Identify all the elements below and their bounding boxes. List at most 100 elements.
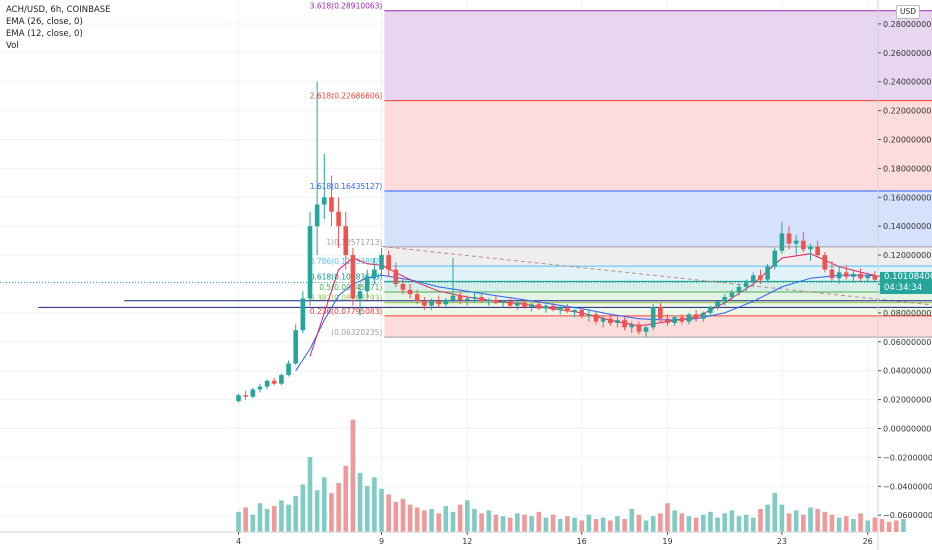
candle-body xyxy=(565,307,570,312)
fib-level-label: 0.236(0.07795083) xyxy=(310,307,383,316)
volume-bar xyxy=(279,500,284,532)
volume-bar xyxy=(529,516,534,532)
candle-body xyxy=(479,297,484,302)
volume-bar xyxy=(536,511,542,532)
volume-bar xyxy=(522,514,527,532)
candle-body xyxy=(829,269,835,279)
fib-zone xyxy=(384,281,932,293)
candle-body xyxy=(450,295,456,300)
candle-body xyxy=(472,297,477,299)
candle-body xyxy=(264,380,270,387)
volume-bar xyxy=(286,504,291,532)
candle-body xyxy=(329,197,334,212)
volume-bar xyxy=(894,520,899,532)
candle-body xyxy=(822,255,828,270)
candle-body xyxy=(400,284,406,290)
candle-body xyxy=(851,273,856,277)
candle-body xyxy=(536,304,542,309)
volume-bar xyxy=(364,485,370,532)
currency-badge[interactable]: USD xyxy=(896,5,920,19)
y-tick-label: 0.16000000 xyxy=(883,193,931,202)
volume-bar xyxy=(886,521,892,532)
y-tick-label: 0.06000000 xyxy=(883,338,931,347)
volume-bar xyxy=(472,508,477,532)
candle-body xyxy=(250,389,256,397)
volume-bar xyxy=(722,513,727,532)
y-tick-label: 0.14000000 xyxy=(883,222,931,231)
fib-zone xyxy=(384,191,932,247)
volume-bar xyxy=(801,514,806,532)
candle-body xyxy=(608,318,613,324)
candle-body xyxy=(443,299,449,305)
volume-bar xyxy=(865,520,870,532)
volume-bar xyxy=(708,511,713,532)
candle-body xyxy=(708,307,713,313)
candle-body xyxy=(257,386,263,390)
candle-body xyxy=(422,301,427,306)
volume-bar xyxy=(486,510,492,532)
candle-body xyxy=(679,317,685,322)
candle-body xyxy=(743,282,749,287)
candle-body xyxy=(793,240,799,244)
volume-bar xyxy=(658,513,663,532)
volume-bar xyxy=(901,519,906,532)
volume-bar xyxy=(293,496,298,532)
volume-bar xyxy=(586,514,592,532)
fib-level-label: 2.618(0.22686606) xyxy=(310,92,383,101)
volume-bar xyxy=(400,498,406,532)
ema12-legend[interactable]: EMA (12, close, 0) xyxy=(6,29,83,39)
candle-body xyxy=(622,320,627,328)
volume-bar xyxy=(593,519,599,532)
y-tick-label: 0.18000000 xyxy=(883,164,931,173)
volume-bar xyxy=(300,484,306,532)
volume-bar xyxy=(843,516,849,532)
candle-body xyxy=(736,286,742,293)
volume-bar xyxy=(686,516,692,532)
volume-bar xyxy=(407,504,413,532)
volume-bar xyxy=(615,516,620,532)
candle-body xyxy=(686,314,692,322)
candle-body xyxy=(386,255,391,270)
candle-body xyxy=(300,298,306,331)
candle-body xyxy=(786,233,792,244)
y-tick-label: 0.26000000 xyxy=(883,49,931,58)
volume-bar xyxy=(765,504,770,532)
volume-bar xyxy=(786,513,792,532)
candle-body xyxy=(579,310,584,316)
volume-bar xyxy=(572,517,577,532)
y-tick-label: −0.02000000 xyxy=(883,453,932,462)
candle-body xyxy=(336,211,341,227)
volume-bar xyxy=(579,520,584,532)
candle-body xyxy=(429,301,434,306)
chart-legend: ACH/USD, 6h, COINBASE EMA (26, close, 0)… xyxy=(6,4,111,52)
volume-legend[interactable]: Vol xyxy=(6,41,19,51)
candle-body xyxy=(872,275,878,280)
fib-zone xyxy=(384,10,932,101)
candle-body xyxy=(751,275,756,283)
candle-body xyxy=(643,327,649,332)
candle-body xyxy=(543,305,549,309)
candle-body xyxy=(529,304,534,308)
y-tick-label: 0.08000000 xyxy=(883,309,931,318)
volume-bar xyxy=(329,493,334,532)
volume-bar xyxy=(872,517,878,532)
symbol-title[interactable]: ACH/USD, 6h, COINBASE xyxy=(6,5,111,15)
candle-body xyxy=(322,197,327,205)
volume-bar xyxy=(751,517,756,532)
candle-body xyxy=(636,324,642,332)
fib-level-label: (0.06320235) xyxy=(331,328,382,337)
candle-body xyxy=(843,272,849,277)
volume-bar xyxy=(479,513,484,532)
volume-bar xyxy=(372,477,377,532)
volume-bar xyxy=(758,508,763,532)
candle-body xyxy=(364,276,370,292)
volume-bar xyxy=(672,510,677,532)
volume-bar xyxy=(493,514,499,532)
volume-bar xyxy=(515,513,520,532)
candle-body xyxy=(314,204,320,227)
volume-bar xyxy=(343,465,349,532)
candle-body xyxy=(457,295,463,300)
ema26-legend[interactable]: EMA (26, close, 0) xyxy=(6,17,83,27)
